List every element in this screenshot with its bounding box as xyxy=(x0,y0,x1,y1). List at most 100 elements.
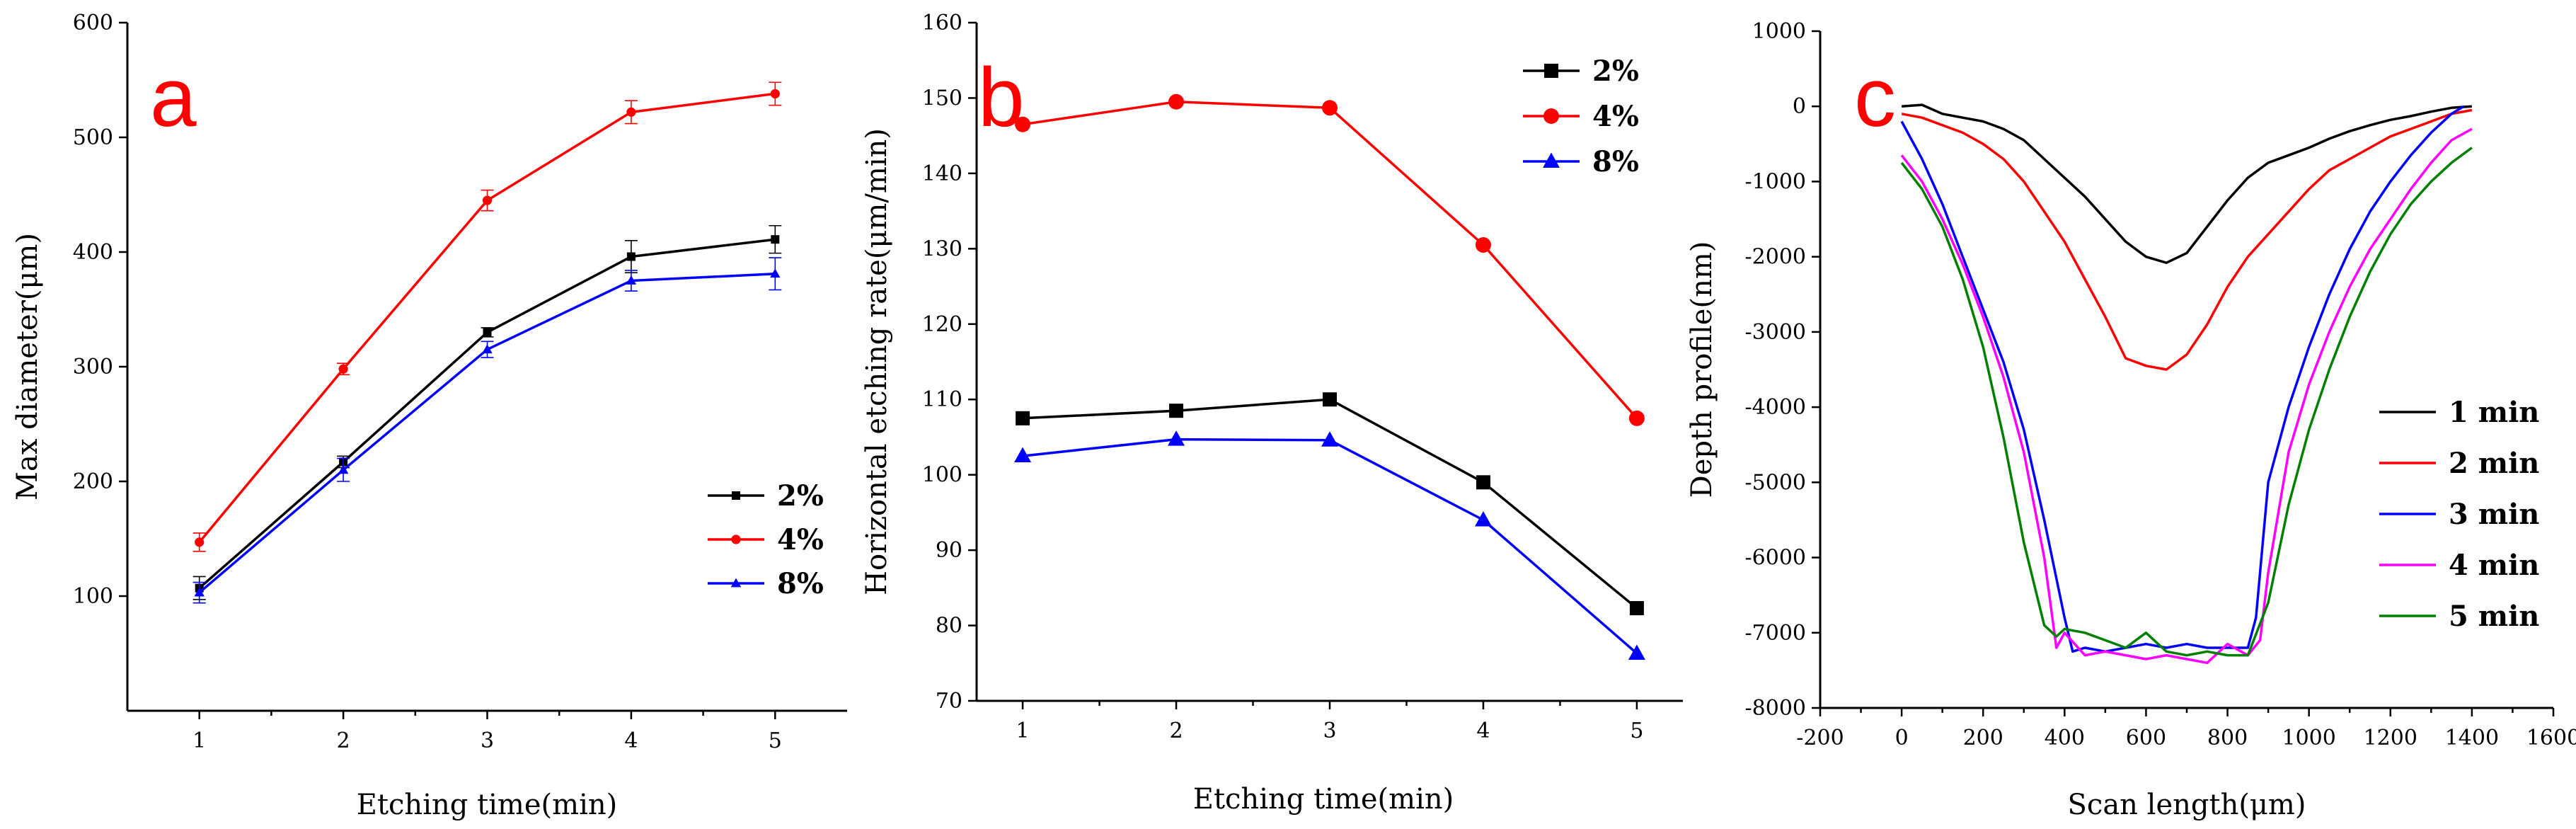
x-tick-label: 800 xyxy=(2207,726,2248,750)
panel-c-legend: 1 min 2 min 3 min 4 min 5 min xyxy=(2379,396,2539,633)
series-2- xyxy=(192,224,782,600)
y-tick-label: -1000 xyxy=(1745,169,1806,194)
legend-marker xyxy=(1544,64,1558,78)
series-line xyxy=(1901,103,2473,264)
panel-c-ticks: -200 0 200 400 600 800 1000 1200 1400 160010000-1… xyxy=(1745,19,2576,750)
data-point xyxy=(1628,644,1645,660)
data-point xyxy=(1474,511,1492,527)
x-tick-label: 1600 xyxy=(2526,726,2576,750)
panel-c-series xyxy=(1900,103,2473,665)
panel-c-y-title: Depth profile(nm) xyxy=(1686,241,1718,498)
series-8- xyxy=(192,257,782,604)
series-1-min xyxy=(1901,103,2473,264)
data-point xyxy=(1628,410,1645,426)
y-tick-label: 1000 xyxy=(1752,19,1806,44)
legend-label: 4% xyxy=(777,523,824,556)
panel-a-series xyxy=(192,81,782,604)
y-tick-label: 90 xyxy=(936,538,962,563)
series-4-min xyxy=(1900,127,2473,665)
x-tick-label: 1000 xyxy=(2282,726,2335,750)
x-tick-label: -200 xyxy=(1796,726,1844,750)
y-tick-label: 160 xyxy=(922,11,962,35)
y-tick-label: 110 xyxy=(922,387,962,412)
y-tick-label: 200 xyxy=(73,469,113,494)
panel-b: 1 2 3 4 5 70 80 90 100 110 120 130 140 150 160 b Etchi… xyxy=(861,11,1683,816)
series-line xyxy=(1022,438,1638,655)
x-tick-label: 4 xyxy=(1476,719,1490,743)
x-tick-label: 5 xyxy=(769,728,782,753)
y-tick-label: 500 xyxy=(73,125,113,150)
data-point xyxy=(771,235,780,244)
data-point xyxy=(338,364,348,374)
data-point xyxy=(482,195,493,205)
panel-b-x-title: Etching time(min) xyxy=(1193,783,1454,816)
series-2-min xyxy=(1901,108,2473,371)
y-tick-label: 130 xyxy=(922,236,962,261)
data-point xyxy=(1322,100,1338,116)
series-line xyxy=(1022,101,1638,419)
y-tick-label: 120 xyxy=(922,312,962,337)
panel-a: 1 2 3 4 5 100 200 300 400 500 600 a Etching time(m… xyxy=(11,11,847,821)
series-line xyxy=(198,92,776,544)
data-point xyxy=(770,268,781,278)
x-tick-label: 2 xyxy=(1169,719,1183,743)
panel-b-legend: 2% 4% 8% xyxy=(1523,55,1639,178)
y-tick-label: -5000 xyxy=(1745,470,1806,495)
y-tick-label: 150 xyxy=(922,86,962,110)
data-point xyxy=(1629,601,1644,616)
data-point xyxy=(1168,430,1185,446)
panel-a-x-title: Etching time(min) xyxy=(357,789,617,821)
data-point xyxy=(626,275,637,285)
x-tick-label: 600 xyxy=(2126,726,2166,750)
legend-marker xyxy=(730,578,742,588)
legend-marker xyxy=(732,491,740,500)
x-tick-label: 1200 xyxy=(2364,726,2417,750)
series-4- xyxy=(1015,93,1645,426)
y-tick-label: 80 xyxy=(936,614,962,639)
x-tick-label: 3 xyxy=(1323,719,1336,743)
y-tick-label: 400 xyxy=(73,240,113,265)
series-line xyxy=(198,238,776,590)
x-tick-label: 3 xyxy=(481,728,494,753)
legend-label: 8% xyxy=(1592,145,1639,178)
y-tick-label: 0 xyxy=(1793,94,1806,119)
series-line xyxy=(1900,127,2473,665)
panel-b-y-title: Horizontal etching rate(μm/min) xyxy=(861,128,893,595)
y-tick-label: -8000 xyxy=(1745,696,1806,721)
y-tick-label: 300 xyxy=(73,355,113,379)
series-4- xyxy=(192,81,782,552)
legend-label: 1 min xyxy=(2449,396,2539,429)
y-tick-label: 100 xyxy=(73,584,113,609)
x-tick-label: 400 xyxy=(2045,726,2085,750)
series-8- xyxy=(1014,430,1645,660)
legend-label: 8% xyxy=(777,567,824,600)
series-line xyxy=(1023,398,1638,610)
y-tick-label: -6000 xyxy=(1745,546,1806,571)
data-point xyxy=(338,464,349,474)
y-tick-label: 100 xyxy=(922,463,962,488)
series-line xyxy=(1901,108,2473,371)
panel-a-legend: 2% 4% 8% xyxy=(708,479,824,600)
x-tick-label: 2 xyxy=(337,728,350,753)
y-tick-label: 70 xyxy=(936,689,962,714)
legend-marker xyxy=(731,534,741,544)
series-line xyxy=(1900,147,2473,657)
legend-marker xyxy=(1543,108,1559,124)
data-point xyxy=(1015,116,1031,132)
panel-a-ticks: 1 2 3 4 5 100 200 300 400 500 600 xyxy=(73,11,782,753)
panel-b-series xyxy=(1014,93,1645,660)
x-tick-label: 1 xyxy=(192,728,206,753)
panel-a-y-title: Max diameter(μm) xyxy=(11,233,44,501)
legend-marker xyxy=(1543,152,1560,168)
y-tick-label: -2000 xyxy=(1745,245,1806,270)
panel-c-letter: c xyxy=(1854,51,1896,144)
data-point xyxy=(1014,447,1032,463)
panel-a-letter: a xyxy=(150,51,197,144)
y-tick-label: -7000 xyxy=(1745,621,1806,646)
series-3-min xyxy=(1900,105,2465,653)
data-point xyxy=(626,252,636,261)
y-tick-label: 600 xyxy=(73,11,113,35)
x-tick-label: 1400 xyxy=(2445,726,2499,750)
data-point xyxy=(483,328,492,337)
